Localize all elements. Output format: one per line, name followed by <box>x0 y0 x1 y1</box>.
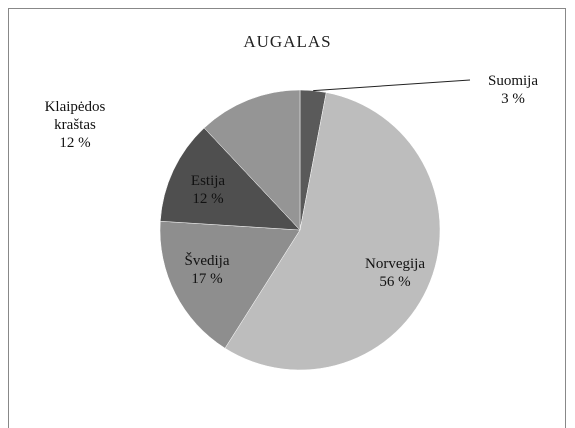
chart-title: AUGALAS <box>243 32 332 51</box>
label-name: Norvegija <box>365 256 425 272</box>
data-label: Švedija 17 % <box>172 252 242 288</box>
label-value: 12 % <box>59 135 91 151</box>
label-value: 56 % <box>379 274 411 290</box>
pie-slice <box>203 89 301 231</box>
data-label: Estija 12 % <box>178 172 238 208</box>
frame <box>8 8 566 428</box>
label-value: 17 % <box>191 271 223 287</box>
data-label: Suomija 3 % <box>478 72 548 108</box>
leader-line <box>313 79 471 92</box>
data-label: Norvegija 56 % <box>355 255 435 291</box>
pie-slice <box>159 220 301 349</box>
label-value: 3 % <box>501 91 525 107</box>
pie-slice <box>224 92 441 371</box>
label-name: Švedija <box>184 253 230 269</box>
label-name: Suomija <box>487 73 538 89</box>
label-name: Klaipėdos kraštas <box>44 99 106 133</box>
pie-slice <box>160 127 301 231</box>
data-label: Klaipėdos kraštas 12 % <box>30 98 120 152</box>
label-value: 12 % <box>192 191 224 207</box>
label-name: Estija <box>190 173 226 189</box>
